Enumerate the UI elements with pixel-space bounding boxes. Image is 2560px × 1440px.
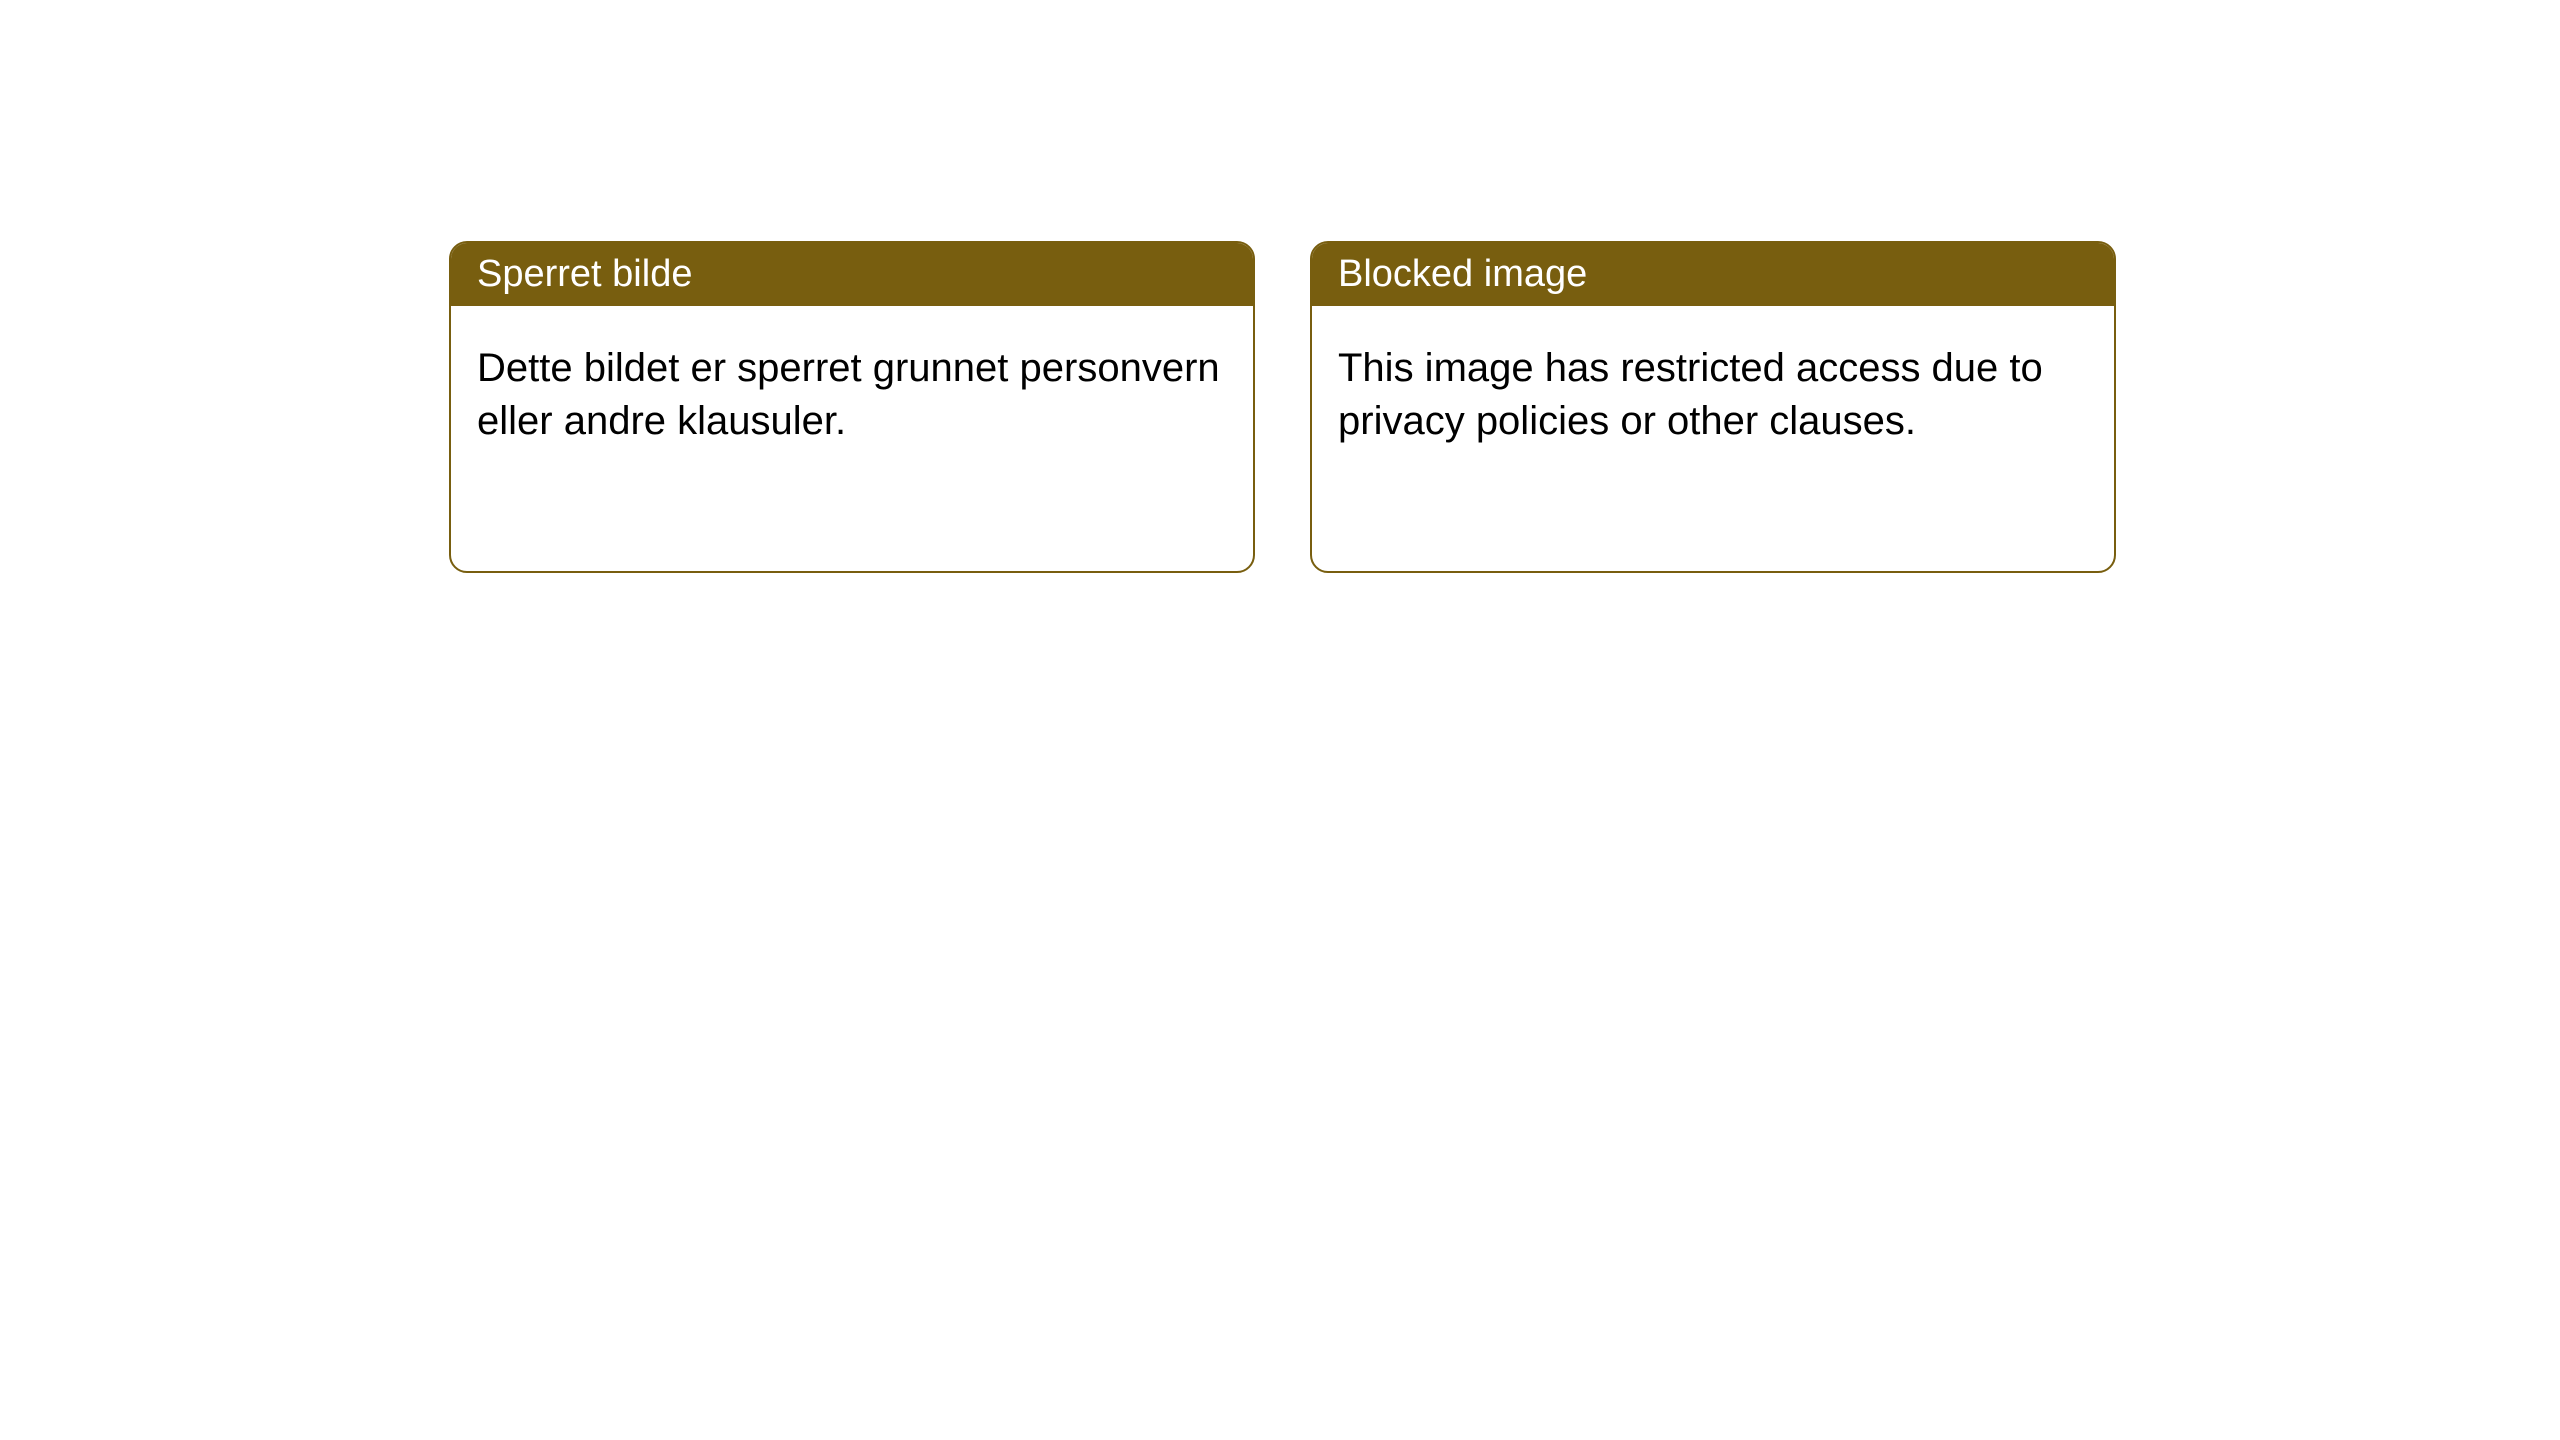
card-header-text-en: Blocked image — [1338, 253, 1587, 295]
notice-container: Sperret bilde Dette bildet er sperret gr… — [449, 241, 2116, 573]
blocked-image-card-en: Blocked image This image has restricted … — [1310, 241, 2116, 573]
card-body-en: This image has restricted access due to … — [1312, 306, 2114, 484]
card-header-text-no: Sperret bilde — [477, 253, 692, 295]
card-header-en: Blocked image — [1312, 243, 2114, 306]
card-header-no: Sperret bilde — [451, 243, 1253, 306]
blocked-image-card-no: Sperret bilde Dette bildet er sperret gr… — [449, 241, 1255, 573]
card-body-no: Dette bildet er sperret grunnet personve… — [451, 306, 1253, 484]
card-body-text-no: Dette bildet er sperret grunnet personve… — [477, 346, 1220, 443]
card-body-text-en: This image has restricted access due to … — [1338, 346, 2043, 443]
